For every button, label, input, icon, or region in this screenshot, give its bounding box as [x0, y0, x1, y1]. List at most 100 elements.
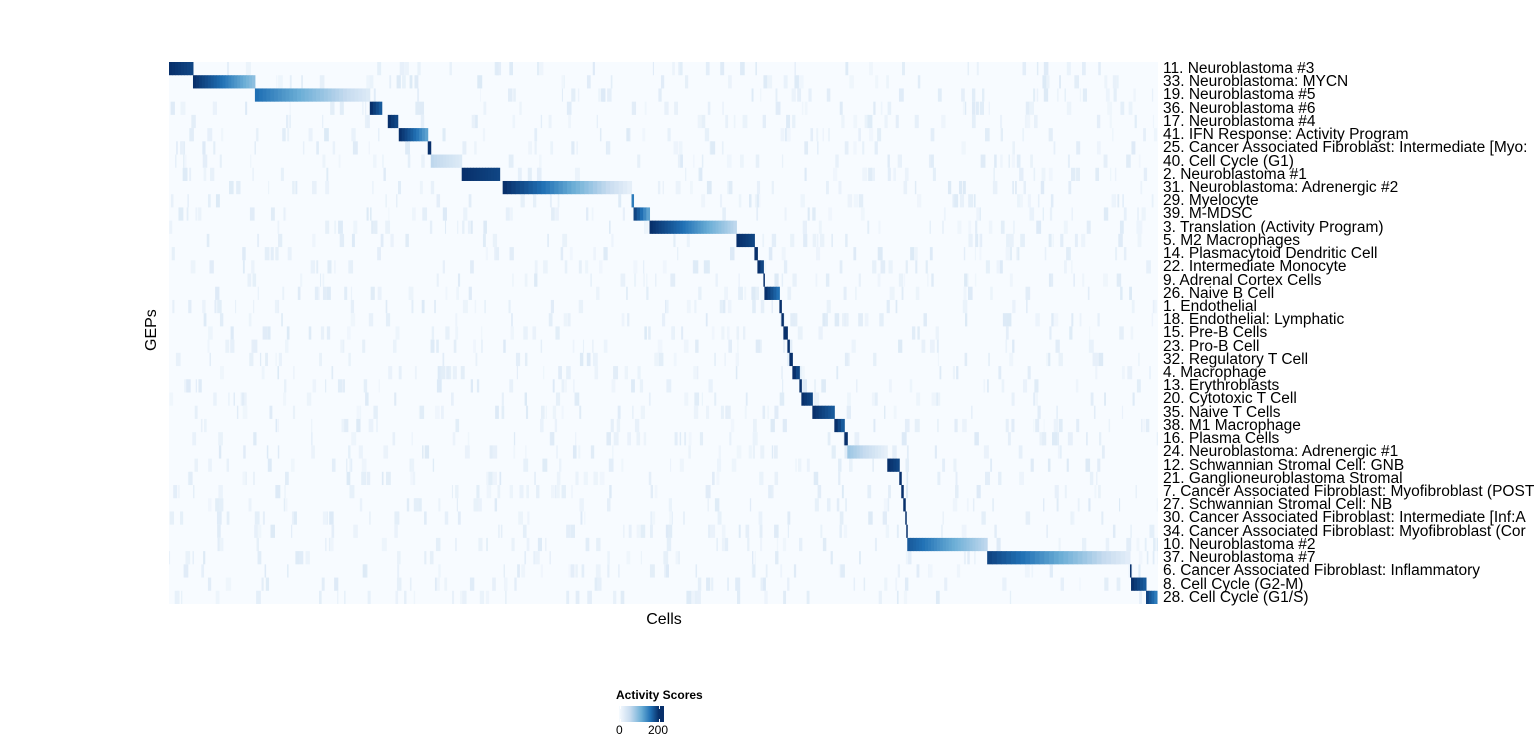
heatmap-noise-cell	[1000, 154, 1003, 168]
heatmap-noise-cell	[763, 75, 768, 89]
heatmap-noise-cell	[563, 313, 568, 327]
heatmap-noise-cell	[937, 88, 942, 102]
heatmap-noise-cell	[694, 299, 697, 314]
heatmap-noise-cell	[497, 62, 502, 76]
heatmap-noise-cell	[252, 273, 257, 287]
heatmap-noise-cell	[262, 511, 265, 525]
heatmap-noise-cell	[657, 180, 661, 195]
heatmap-noise-cell	[812, 207, 816, 221]
heatmap-noise-cell	[1012, 141, 1016, 155]
heatmap-noise-cell	[728, 75, 732, 89]
heatmap-noise-cell	[780, 128, 785, 142]
heatmap-cell	[588, 180, 594, 195]
heatmap-noise-cell	[1105, 88, 1110, 102]
heatmap-noise-cell	[726, 405, 731, 419]
heatmap-noise-cell	[679, 62, 683, 76]
heatmap-cell	[661, 220, 665, 234]
heatmap-noise-cell	[869, 128, 874, 142]
heatmap-noise-cell	[671, 511, 673, 525]
heatmap-noise-cell	[242, 471, 246, 486]
heatmap-cell	[1072, 551, 1079, 565]
heatmap-cell	[649, 220, 654, 234]
heatmap-noise-cell	[215, 286, 220, 300]
heatmap-noise-cell	[1068, 180, 1072, 195]
row-label: 23. Pro-B Cell	[1163, 337, 1260, 355]
heatmap-noise-cell	[1071, 167, 1076, 181]
heatmap-noise-cell	[932, 167, 936, 181]
heatmap-cell	[461, 167, 466, 181]
heatmap-noise-cell	[738, 286, 743, 300]
heatmap-noise-cell	[719, 194, 723, 208]
heatmap-noise-cell	[550, 432, 555, 446]
heatmap-noise-cell	[904, 418, 910, 433]
heatmap-noise-cell	[963, 286, 967, 300]
heatmap-noise-cell	[385, 194, 387, 208]
heatmap-noise-cell	[754, 551, 756, 565]
row-label: 29. Myelocyte	[1163, 192, 1259, 210]
heatmap-noise-cell	[887, 101, 892, 115]
heatmap-noise-cell	[916, 564, 920, 578]
heatmap-noise-cell	[898, 273, 904, 287]
heatmap-noise-cell	[838, 471, 841, 486]
heatmap-noise-cell	[460, 366, 465, 380]
heatmap-noise-cell	[634, 273, 637, 287]
heatmap-noise-cell	[580, 511, 583, 525]
heatmap-noise-cell	[556, 445, 558, 459]
heatmap-noise-cell	[711, 326, 715, 340]
heatmap-noise-cell	[666, 379, 672, 393]
heatmap-noise-cell	[748, 445, 752, 459]
heatmap-noise-cell	[612, 445, 614, 459]
heatmap-cell	[237, 75, 241, 89]
heatmap-cell	[300, 88, 306, 102]
heatmap-noise-cell	[346, 471, 351, 486]
heatmap-noise-cell	[813, 392, 817, 406]
heatmap-noise-cell	[189, 167, 192, 181]
heatmap-noise-cell	[282, 286, 285, 300]
heatmap-noise-cell	[888, 260, 893, 274]
heatmap-noise-cell	[172, 299, 175, 314]
heatmap-cell	[1120, 551, 1126, 565]
heatmap-noise-cell	[862, 141, 865, 155]
heatmap-noise-cell	[201, 564, 205, 578]
heatmap-noise-cell	[300, 273, 303, 287]
heatmap-cell	[881, 445, 885, 459]
heatmap-noise-cell	[880, 101, 883, 115]
heatmap-noise-cell	[594, 577, 598, 591]
heatmap-noise-cell	[1063, 260, 1067, 274]
heatmap-noise-cell	[1053, 313, 1059, 327]
heatmap-noise-cell	[492, 577, 496, 591]
heatmap-noise-cell	[444, 511, 449, 525]
heatmap-noise-cell	[1090, 392, 1094, 406]
heatmap-cell	[210, 75, 215, 89]
heatmap-noise-cell	[1020, 233, 1025, 248]
heatmap-cell	[933, 537, 938, 552]
heatmap-noise-cell	[674, 101, 678, 115]
heatmap-noise-cell	[325, 379, 327, 393]
heatmap-noise-cell	[566, 101, 572, 115]
heatmap-noise-cell	[979, 207, 981, 221]
heatmap-noise-cell	[189, 471, 193, 486]
heatmap-noise-cell	[251, 339, 255, 353]
heatmap-cell	[410, 128, 414, 142]
heatmap-noise-cell	[1146, 551, 1149, 565]
heatmap-noise-cell	[968, 220, 972, 234]
heatmap-noise-cell	[717, 511, 722, 525]
heatmap-noise-cell	[976, 485, 981, 499]
heatmap-noise-cell	[735, 577, 741, 591]
heatmap-noise-cell	[841, 485, 844, 499]
row-label: 24. Neuroblastoma: Adrenergic #1	[1163, 443, 1399, 461]
heatmap-cell	[984, 537, 988, 552]
heatmap-noise-cell	[436, 577, 440, 591]
heatmap-cell	[266, 88, 271, 102]
heatmap-noise-cell	[678, 141, 683, 155]
heatmap-noise-cell	[245, 101, 248, 115]
heatmap-noise-cell	[368, 418, 374, 433]
heatmap-noise-cell	[1121, 366, 1125, 380]
heatmap-noise-cell	[334, 220, 337, 234]
heatmap-noise-cell	[230, 339, 235, 353]
heatmap-cell	[231, 75, 235, 89]
heatmap-noise-cell	[720, 62, 725, 76]
heatmap-noise-cell	[1071, 207, 1073, 221]
legend-tick-0-bottom	[620, 719, 621, 722]
heatmap-noise-cell	[942, 220, 944, 234]
